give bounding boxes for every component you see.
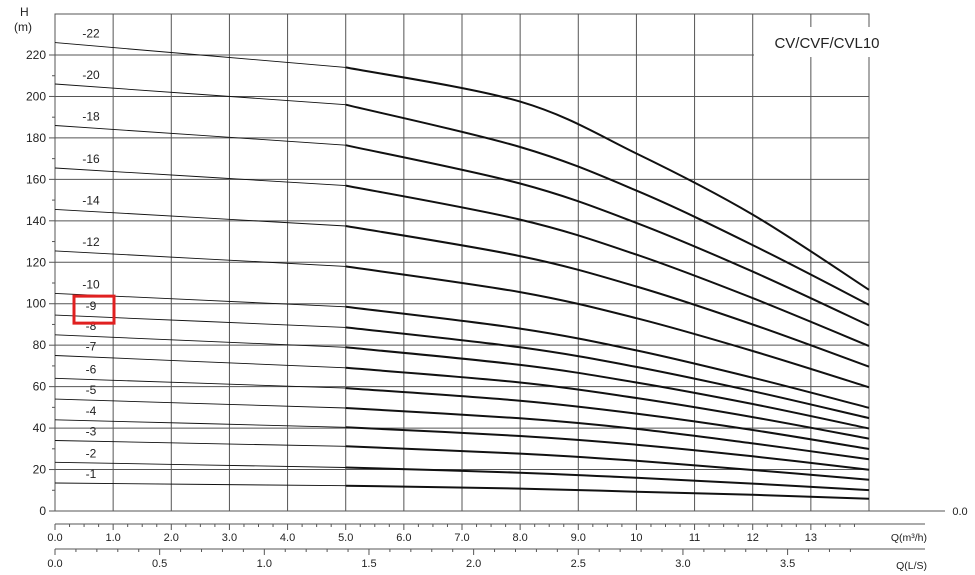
x-tick-label: 11 xyxy=(689,532,700,544)
curve-stage-7-extended xyxy=(54,355,346,369)
x-tick-label: 8.0 xyxy=(512,532,527,544)
curve-stage-14-extended xyxy=(54,208,346,227)
y-tick-label: 80 xyxy=(33,338,47,352)
curve-label: -2 xyxy=(86,446,97,460)
curve-stage-6-extended xyxy=(54,377,346,389)
curve-label: -20 xyxy=(82,68,100,82)
title-box xyxy=(754,27,900,57)
curve-stage-16-extended xyxy=(54,167,346,187)
x-axis-label: Q(m³/h) xyxy=(891,532,927,544)
curve-label: -5 xyxy=(86,383,97,397)
curve-label: -12 xyxy=(82,235,100,249)
x2-tick-label: 1.0 xyxy=(257,558,272,570)
curve-stage-14 xyxy=(345,225,870,368)
x2-tick-label: 1.5 xyxy=(361,558,376,570)
x2-tick-label: 0.0 xyxy=(47,558,62,570)
curve-stage-9-extended xyxy=(54,314,346,328)
curve-stage-18-extended xyxy=(54,125,346,146)
chart-title: CV/CVF/CVL10 xyxy=(774,35,879,52)
x2-axis-label: Q(L/S) xyxy=(896,560,927,572)
curve-stage-1-extended xyxy=(54,482,346,487)
x-tick-label: 5.0 xyxy=(338,532,353,544)
x-tick-label: 9.0 xyxy=(571,532,586,544)
curve-stage-16 xyxy=(345,184,870,347)
y-tick-label: 120 xyxy=(26,255,46,269)
y-axis-label: H xyxy=(20,5,29,19)
curve-stage-8-extended xyxy=(54,334,346,348)
curve-label: -9 xyxy=(86,299,97,313)
curve-label: -10 xyxy=(82,277,100,291)
y-tick-label: 160 xyxy=(26,172,46,186)
curve-stage-2 xyxy=(345,466,870,492)
curve-label: -8 xyxy=(86,319,97,333)
curve-stage-6 xyxy=(345,387,870,450)
y-axis-unit: (m) xyxy=(14,20,32,34)
curve-stage-10 xyxy=(345,305,870,409)
curve-label: -1 xyxy=(86,467,97,481)
curve-label: -16 xyxy=(82,152,100,166)
curve-stage-3 xyxy=(345,445,870,481)
y-tick-label: 0 xyxy=(39,504,46,518)
curve-label: -6 xyxy=(86,362,97,376)
axes: 0 20 40 60 80 100 120 140 160 180 200 220 0.0 1.0 2.0 3… xyxy=(26,48,945,570)
curve-stage-4-extended xyxy=(54,419,346,428)
x2-tick-label: 2.0 xyxy=(466,558,481,570)
curve-stage-2-extended xyxy=(54,461,346,468)
x2-tick-label: 3.5 xyxy=(780,558,795,570)
x-tick-label: 7.0 xyxy=(454,532,469,544)
performance-curves xyxy=(54,42,870,500)
curve-labels: -1 -2 -3 -4 -5 -6 -7 -8 -9 -10 -12 -14 -16 -18 -20 -22 xyxy=(72,27,116,481)
y-tick-label: 220 xyxy=(26,48,46,62)
curve-stage-20 xyxy=(345,103,870,306)
curve-stage-22-extended xyxy=(54,42,346,68)
highlight-box xyxy=(72,294,116,325)
y-tick-label: 180 xyxy=(26,131,46,145)
y-tick-label: 140 xyxy=(26,214,46,228)
curve-stage-8 xyxy=(345,346,870,430)
x-tick-label: 2.0 xyxy=(164,532,179,544)
curve-stage-1 xyxy=(345,484,870,500)
x-tick-label: 4.0 xyxy=(280,532,295,544)
x2-tick-label: 2.5 xyxy=(571,558,586,570)
x-tick-label: 13 xyxy=(805,532,817,544)
x-tick-label: 10 xyxy=(630,532,642,544)
x-tick-label: 1.0 xyxy=(105,532,120,544)
y-tick-label: 200 xyxy=(26,89,46,103)
x-tick-label: 3.0 xyxy=(222,532,237,544)
x2-tick-label: 3.0 xyxy=(675,558,690,570)
curve-stage-12 xyxy=(345,265,870,389)
y-tick-label: 100 xyxy=(26,297,46,311)
curve-stage-20-extended xyxy=(54,83,346,106)
curve-label: -22 xyxy=(82,27,100,41)
curve-stage-5 xyxy=(345,407,870,461)
y-tick-label: 20 xyxy=(33,463,47,477)
curve-label: -7 xyxy=(86,340,97,354)
x-axis-end-tick: 0.0 xyxy=(952,506,967,518)
curve-label: -4 xyxy=(86,404,97,418)
x2-tick-label: 0.5 xyxy=(152,558,167,570)
curve-label: -18 xyxy=(82,109,100,123)
x-tick-label: 0.0 xyxy=(47,532,62,544)
y-tick-label: 40 xyxy=(33,421,47,435)
curve-stage-4 xyxy=(345,426,870,471)
x-tick-label: 6.0 xyxy=(396,532,411,544)
curve-label: -14 xyxy=(82,193,100,207)
x-tick-label: 12 xyxy=(747,532,759,544)
y-tick-label: 60 xyxy=(33,380,47,394)
curve-label: -3 xyxy=(86,425,97,439)
curve-stage-22 xyxy=(345,66,870,291)
curve-stage-3-extended xyxy=(54,440,346,447)
curve-stage-18 xyxy=(345,144,870,327)
curve-stage-5-extended xyxy=(54,398,346,409)
curve-stage-10-extended xyxy=(54,292,346,308)
curve-stage-9 xyxy=(345,326,870,420)
curve-stage-7 xyxy=(345,366,870,440)
curve-stage-12-extended xyxy=(54,250,346,267)
